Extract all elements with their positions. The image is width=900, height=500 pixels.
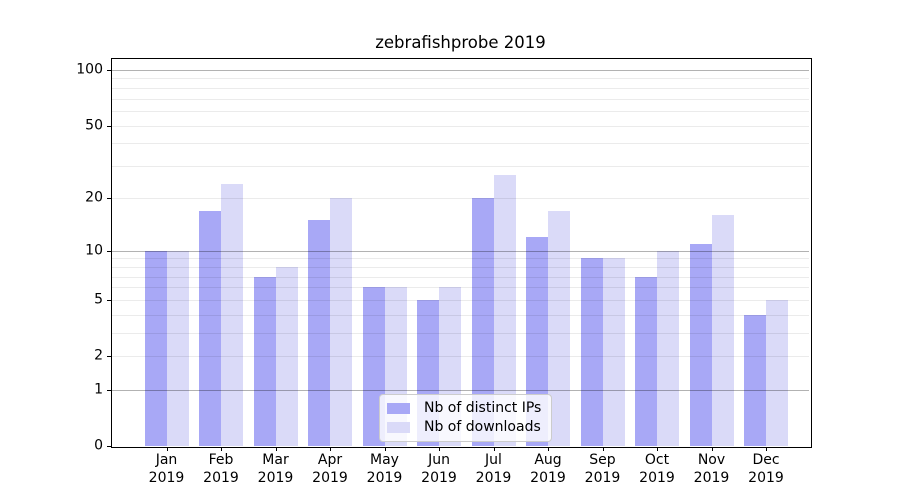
bar-nb-of-downloads-sep-2019 <box>602 258 625 446</box>
y-tick-label-1: 1 <box>94 381 103 398</box>
x-tick-label-sep-2019: Sep 2019 <box>584 452 621 486</box>
gridline-minor-7 <box>112 276 809 278</box>
bar-nb-of-distinct-ips-dec-2019 <box>744 314 766 446</box>
x-tick-label-feb-2019: Feb 2019 <box>203 452 239 486</box>
gridline-minor-60 <box>112 111 809 113</box>
x-tick-mark-oct-2019 <box>657 447 658 451</box>
y-tick-mark-0 <box>107 446 111 447</box>
legend-item-downloads: Nb of downloads <box>387 419 541 435</box>
gridline-minor-50 <box>112 125 809 127</box>
bar-nb-of-downloads-aug-2019 <box>548 210 570 446</box>
x-tick-mark-may-2019 <box>384 447 386 451</box>
bar-nb-of-downloads-apr-2019 <box>330 197 352 446</box>
gridline-major-1 <box>112 389 809 391</box>
x-tick-mark-apr-2019 <box>330 447 331 451</box>
y-tick-label-5: 5 <box>94 291 103 308</box>
bar-nb-of-distinct-ips-feb-2019 <box>199 210 221 446</box>
gridline-minor-6 <box>112 287 809 289</box>
x-tick-label-oct-2019: Oct 2019 <box>639 452 675 486</box>
legend-item-distinct-ips: Nb of distinct IPs <box>387 400 541 416</box>
bar-nb-of-downloads-feb-2019 <box>221 183 243 446</box>
chart-title: zebrafishprobe 2019 <box>375 33 546 52</box>
x-tick-label-may-2019: May 2019 <box>366 452 403 486</box>
y-tick-mark-100 <box>107 69 111 71</box>
gridline-major-100 <box>112 69 809 71</box>
y-tick-label-0: 0 <box>94 437 103 454</box>
gridline-major-10 <box>112 250 809 252</box>
gridline-minor-8 <box>112 266 809 268</box>
y-tick-label-100: 100 <box>76 61 103 78</box>
y-tick-mark-1 <box>107 389 111 391</box>
x-tick-mark-nov-2019 <box>711 447 713 451</box>
bar-nb-of-downloads-jul-2019 <box>493 174 516 446</box>
gridline-minor-30 <box>112 166 809 168</box>
y-tick-label-2: 2 <box>94 348 103 365</box>
x-tick-label-jul-2019: Jul 2019 <box>475 452 512 486</box>
y-tick-mark-10 <box>107 250 111 252</box>
x-tick-mark-mar-2019 <box>275 447 277 451</box>
gridline-minor-20 <box>112 197 809 199</box>
x-tick-mark-feb-2019 <box>221 447 222 451</box>
legend-swatch-distinct-ips <box>387 402 410 414</box>
gridline-minor-90 <box>112 78 809 80</box>
bar-nb-of-distinct-ips-apr-2019 <box>308 220 330 446</box>
bar-nb-of-distinct-ips-jul-2019 <box>471 197 494 446</box>
bar-nb-of-distinct-ips-nov-2019 <box>689 243 712 446</box>
x-tick-label-apr-2019: Apr 2019 <box>312 452 348 486</box>
y-tick-mark-5 <box>107 300 111 302</box>
bar-nb-of-downloads-jan-2019 <box>166 250 189 446</box>
y-tick-label-50: 50 <box>85 117 103 134</box>
bar-nb-of-distinct-ips-mar-2019 <box>253 276 276 446</box>
gridline-minor-9 <box>112 258 809 260</box>
legend-swatch-downloads <box>387 421 410 433</box>
bar-nb-of-distinct-ips-sep-2019 <box>580 258 603 446</box>
gridline-minor-4 <box>112 314 809 316</box>
x-tick-mark-jul-2019 <box>493 447 495 451</box>
x-tick-label-dec-2019: Dec 2019 <box>748 452 784 486</box>
bar-nb-of-downloads-nov-2019 <box>711 215 734 446</box>
gridline-minor-40 <box>112 143 809 145</box>
y-tick-label-20: 20 <box>85 189 103 206</box>
legend-label-downloads: Nb of downloads <box>424 419 541 435</box>
bar-nb-of-distinct-ips-aug-2019 <box>526 237 548 446</box>
legend: Nb of distinct IPs Nb of downloads <box>379 394 553 442</box>
gridline-minor-5 <box>112 300 809 302</box>
x-tick-mark-sep-2019 <box>602 447 604 451</box>
gridline-minor-3 <box>112 333 809 335</box>
gridline-minor-70 <box>112 98 809 100</box>
y-tick-mark-20 <box>107 197 111 199</box>
x-tick-label-jun-2019: Jun 2019 <box>421 452 457 486</box>
bar-nb-of-downloads-dec-2019 <box>766 300 788 446</box>
x-tick-mark-jan-2019 <box>166 447 168 451</box>
y-tick-label-10: 10 <box>85 242 103 259</box>
gridline-minor-80 <box>112 87 809 89</box>
bar-nb-of-distinct-ips-jan-2019 <box>144 250 167 446</box>
x-tick-mark-aug-2019 <box>548 447 549 451</box>
bar-nb-of-distinct-ips-oct-2019 <box>635 276 657 446</box>
bar-nb-of-downloads-mar-2019 <box>275 266 298 446</box>
x-tick-label-nov-2019: Nov 2019 <box>693 452 730 486</box>
gridline-minor-2 <box>112 356 809 358</box>
y-tick-mark-2 <box>107 356 111 358</box>
x-tick-label-mar-2019: Mar 2019 <box>257 452 294 486</box>
bar-nb-of-downloads-oct-2019 <box>657 250 679 446</box>
x-tick-mark-dec-2019 <box>766 447 767 451</box>
y-tick-mark-50 <box>107 125 111 127</box>
legend-label-distinct-ips: Nb of distinct IPs <box>424 400 542 416</box>
x-tick-label-aug-2019: Aug 2019 <box>530 452 566 486</box>
x-tick-mark-jun-2019 <box>439 447 440 451</box>
x-tick-label-jan-2019: Jan 2019 <box>148 452 185 486</box>
